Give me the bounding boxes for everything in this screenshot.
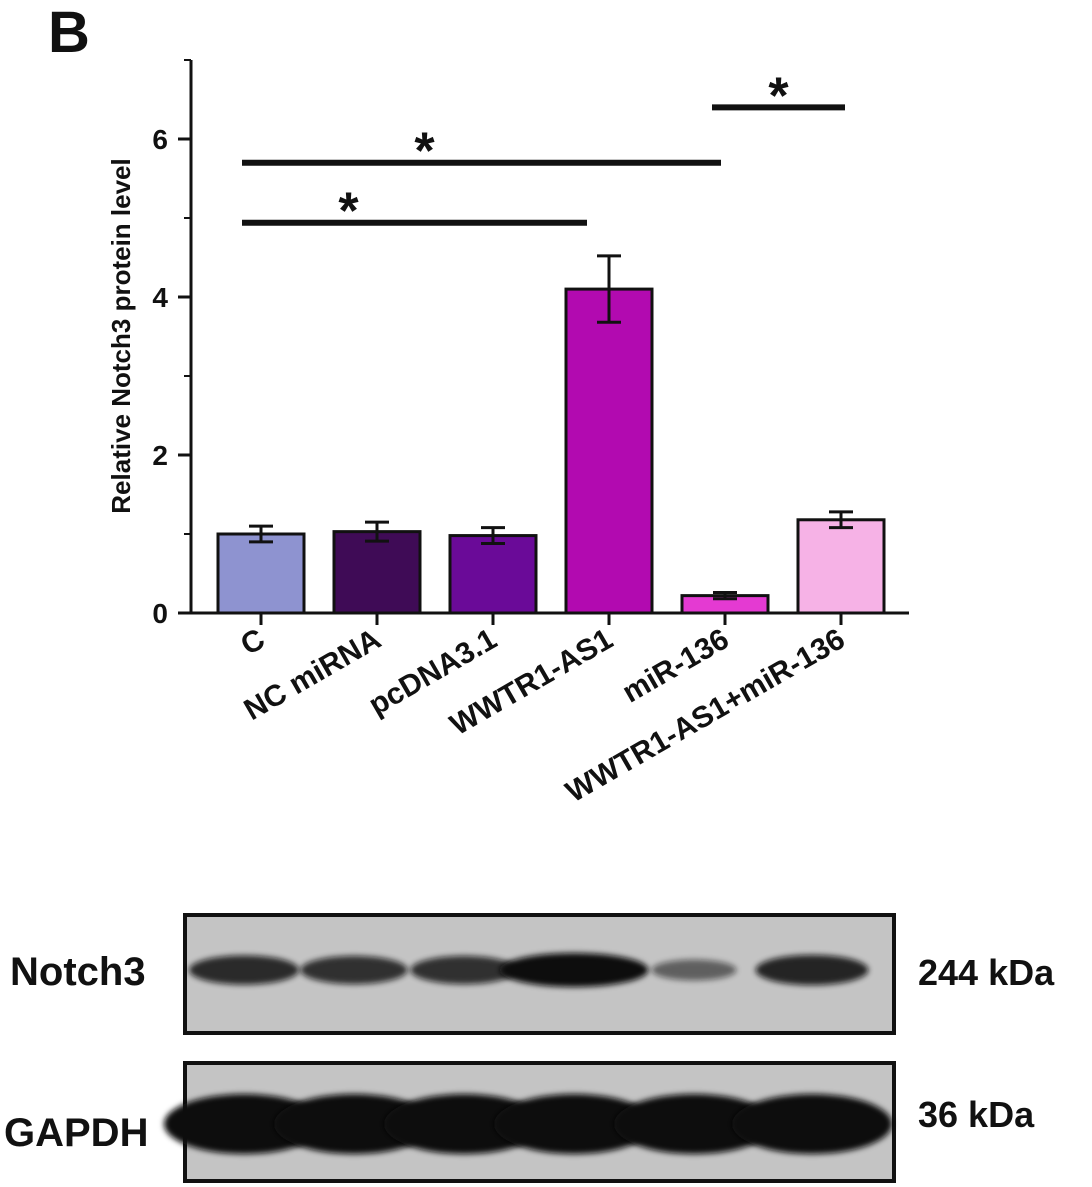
blot-protein-label-gapdh: GAPDH [4, 1111, 148, 1155]
y-axis-label: Relative Notch3 protein level [106, 158, 136, 513]
western-blot: Notch3 244 kDa GAPDH 36 kDa [4, 913, 1055, 1183]
blot-band-notch3-lane-6 [755, 954, 869, 986]
bar-wwtr1-as1 [564, 287, 654, 615]
blot-band-gapdh-lane-6 [732, 1094, 892, 1154]
significance-star-1: * [338, 183, 359, 241]
blot-band-notch3-lane-4 [499, 953, 649, 987]
blot-band-gapdh-lane-4 [494, 1094, 654, 1154]
bar-wwtr1-as1-mir-136 [796, 518, 886, 615]
error-bar-c [249, 524, 273, 544]
blot-band-notch3-lane-3 [410, 955, 518, 985]
blot-band-notch3-lane-2 [300, 955, 408, 985]
blot-size-label-gapdh: 36 kDa [918, 1094, 1035, 1135]
bar-pcdna3-1 [448, 534, 538, 615]
y-tick-label-6: 6 [152, 124, 168, 155]
error-bar-wwtr1-as1 [597, 254, 621, 324]
y-tick-label-0: 0 [152, 598, 168, 629]
error-bar-nc-mirna [365, 520, 389, 543]
bar-c [216, 532, 306, 615]
blot-band-notch3-lane-5 [651, 959, 737, 981]
error-bar-pcdna3-1 [481, 526, 505, 545]
y-tick-label-2: 2 [152, 440, 168, 471]
blot-band-gapdh-lane-2 [274, 1094, 434, 1154]
blot-band-gapdh-lane-3 [384, 1094, 544, 1154]
y-tick-label-4: 4 [152, 282, 168, 313]
y-axis: 0 2 4 6 Relative Notch3 protein level [106, 59, 193, 629]
significance-star-2: * [414, 123, 435, 181]
blot-band-gapdh-lane-1 [164, 1094, 324, 1154]
blot-band-notch3-lane-1 [188, 955, 300, 985]
x-tick-label-c: C [235, 622, 270, 661]
blot-size-label-notch3: 244 kDa [918, 952, 1055, 993]
panel-label: B [48, 0, 90, 65]
error-bar-mir-136 [713, 590, 737, 601]
blot-band-gapdh-lane-5 [614, 1094, 774, 1154]
significance-star-3: * [768, 67, 789, 125]
blot-protein-label-notch3: Notch3 [10, 950, 146, 994]
error-bar-wwtr1-as1-mir-136 [829, 510, 853, 530]
bar-nc-mirna [332, 530, 422, 615]
